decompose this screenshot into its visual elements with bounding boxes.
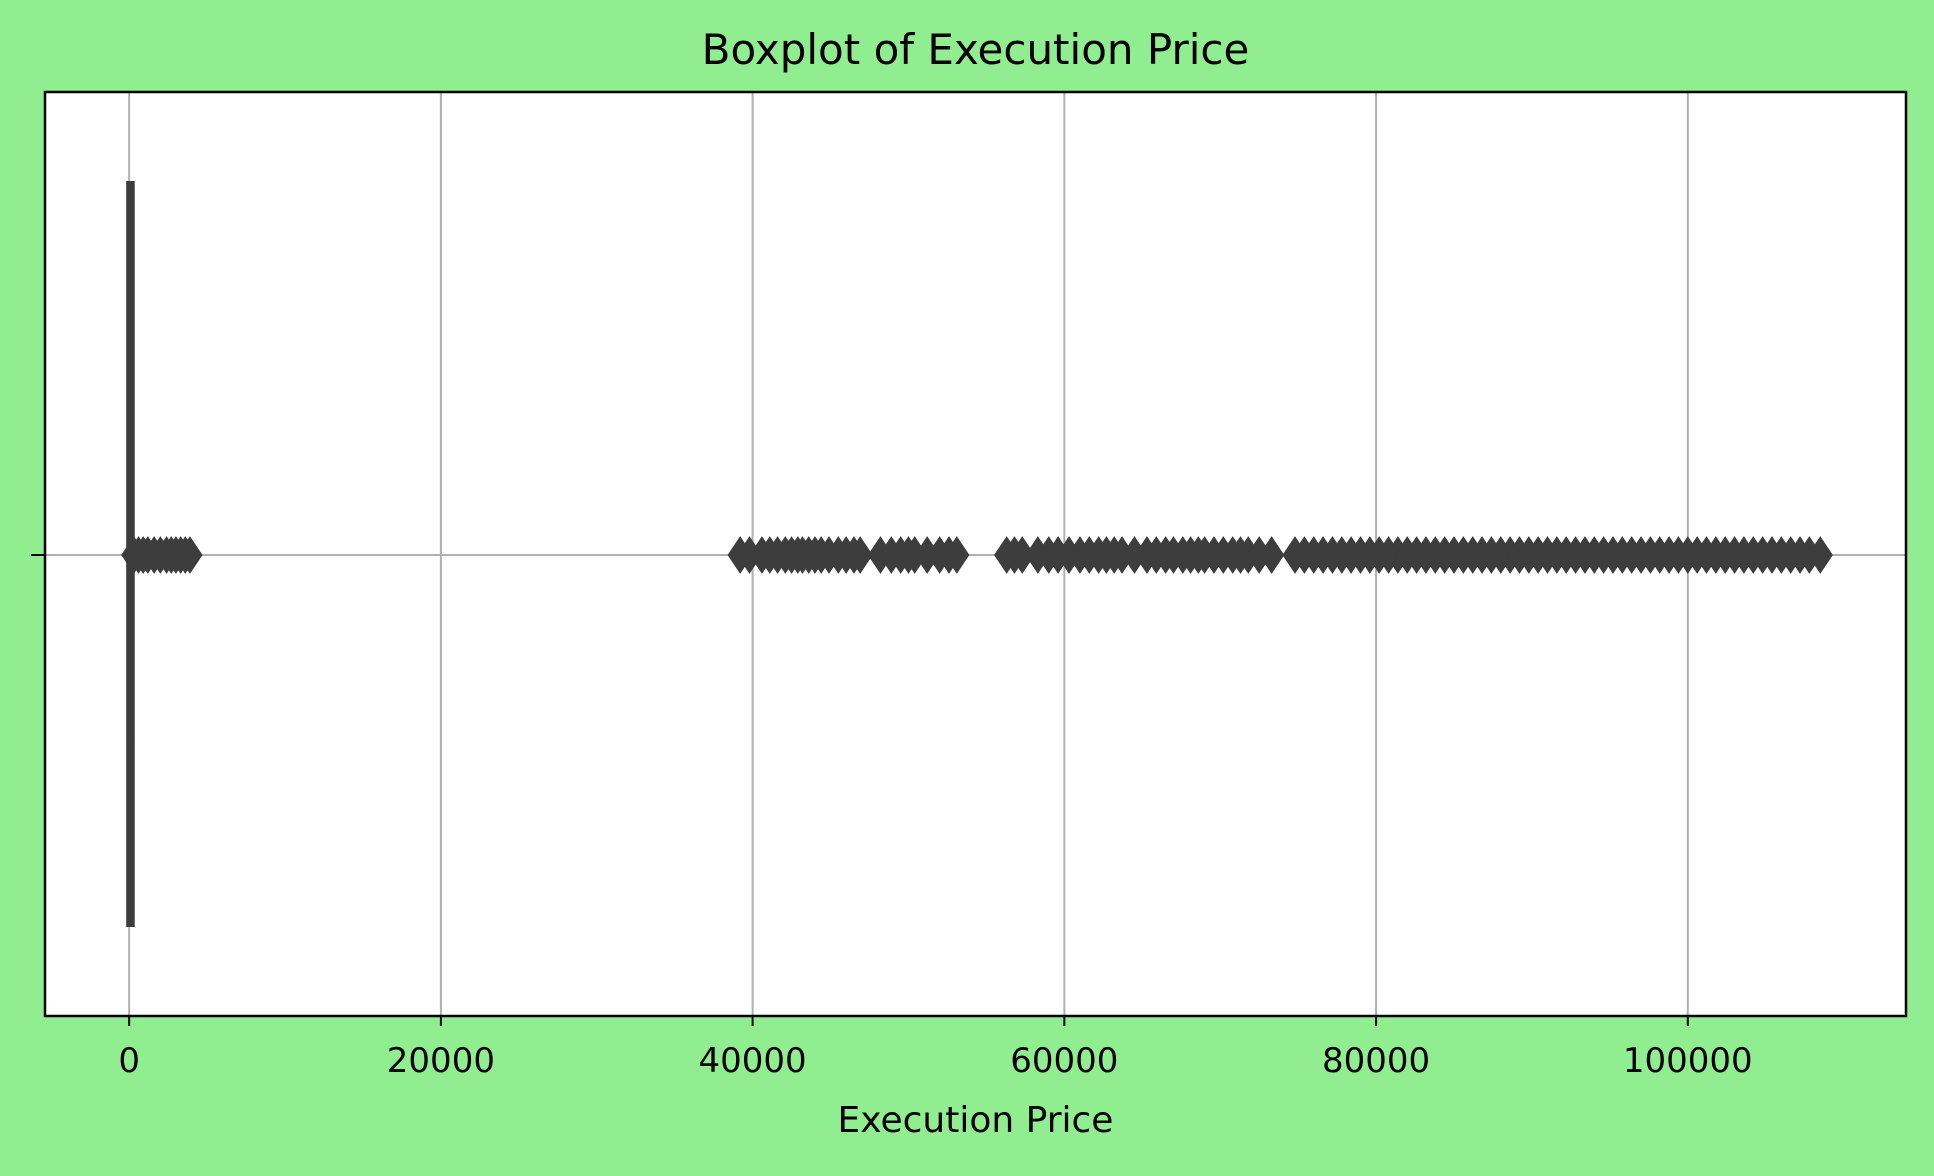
outlier-markers	[121, 536, 1833, 574]
chart-title: Boxplot of Execution Price	[702, 25, 1250, 74]
x-tick-label: 80000	[1322, 1041, 1430, 1081]
x-tick-label: 60000	[1010, 1041, 1118, 1081]
outlier-point	[1807, 536, 1833, 574]
outlier-point	[177, 536, 203, 574]
x-tick-label: 100000	[1623, 1041, 1753, 1081]
outlier-point	[1259, 536, 1285, 574]
x-tick-label: 20000	[387, 1041, 495, 1081]
x-tick-label: 0	[118, 1041, 140, 1081]
outlier-point	[944, 536, 970, 574]
x-tick-label: 40000	[699, 1041, 807, 1081]
x-axis: 0 20000 40000 60000 80000 100000	[31, 554, 1753, 1081]
outlier-point	[847, 536, 873, 574]
x-axis-label: Execution Price	[838, 1100, 1114, 1141]
